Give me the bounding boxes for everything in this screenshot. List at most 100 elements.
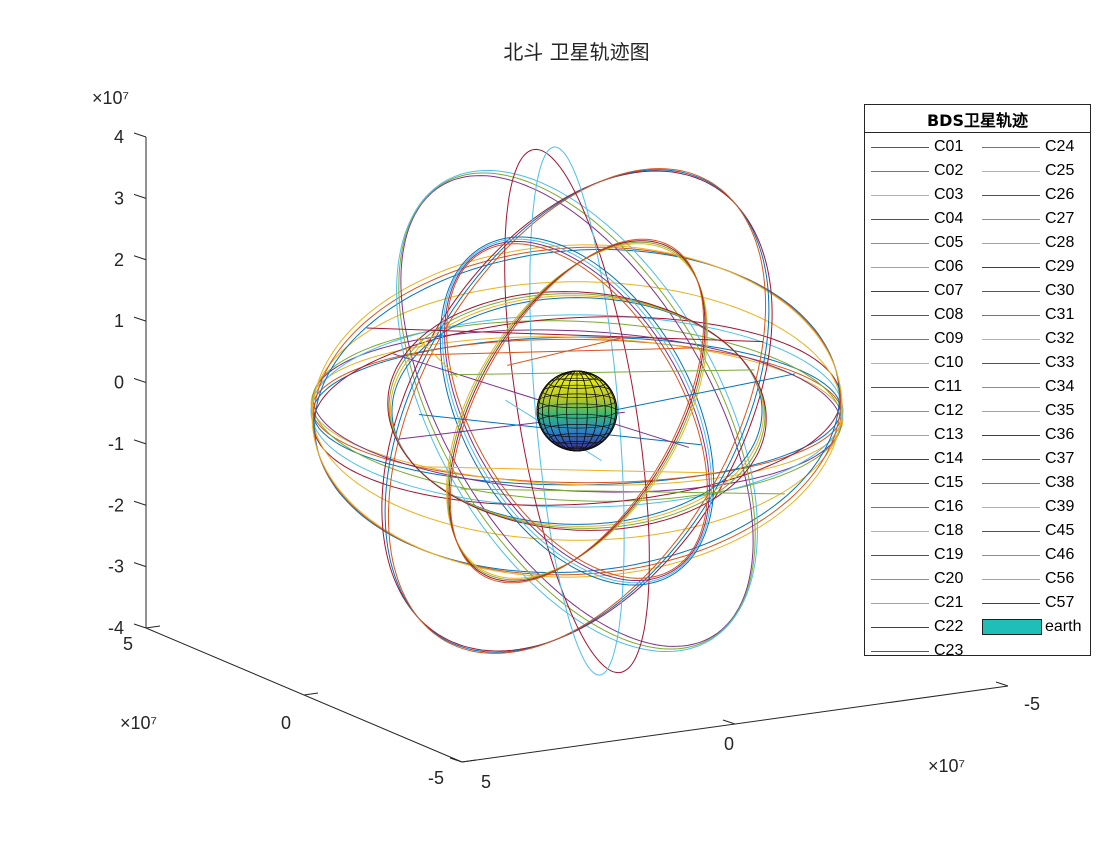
- orbits: [310, 146, 844, 676]
- y-tick-label: 5: [123, 634, 133, 654]
- orbit-meo: [388, 293, 766, 529]
- orbit-igso: [400, 175, 754, 647]
- orbit-meo: [444, 241, 710, 581]
- legend-item: C18: [865, 521, 977, 541]
- legend-swatch: [871, 507, 929, 508]
- orbit-igso: [396, 170, 758, 652]
- z-tick: [133, 255, 147, 261]
- legend-item: C25: [976, 161, 1088, 181]
- legend-swatch: [871, 651, 929, 652]
- x-tick-label: 0: [724, 734, 734, 754]
- y-axis-exponent: ×10⁷: [120, 713, 157, 733]
- legend-label: C26: [1045, 186, 1075, 203]
- legend-swatch: [982, 243, 1040, 244]
- legend-swatch: [871, 555, 929, 556]
- legend-item: C45: [976, 521, 1088, 541]
- legend-item: C09: [865, 329, 977, 349]
- legend-label: C21: [934, 594, 964, 611]
- z-axis-exponent: ×10⁷: [92, 88, 129, 108]
- earth-sphere: [536, 370, 618, 452]
- legend-title: BDS卫星轨迹: [926, 111, 1028, 130]
- legend-label: C31: [1045, 306, 1075, 323]
- z-tick-label: 4: [114, 127, 124, 147]
- legend-label: C08: [934, 306, 964, 323]
- z-tick-label: 2: [114, 250, 124, 270]
- legend-label: C35: [1045, 402, 1075, 419]
- legend-label: C57: [1045, 594, 1075, 611]
- orbit-segment: [460, 488, 785, 495]
- orbit-igso: [387, 168, 767, 654]
- legend-item: C57: [976, 593, 1088, 613]
- z-tick: [133, 500, 147, 506]
- legend-label: C22: [934, 618, 964, 635]
- legend-label: earth: [1045, 618, 1082, 635]
- legend-label: C12: [934, 402, 964, 419]
- legend-swatch: [871, 363, 929, 364]
- legend-swatch: [871, 291, 929, 292]
- legend-swatch: [871, 219, 929, 220]
- legend-swatch: [871, 411, 929, 412]
- z-tick-label: 3: [114, 188, 124, 208]
- legend-item: C29: [976, 257, 1088, 277]
- legend-swatch: [982, 291, 1040, 292]
- legend-label: C03: [934, 186, 964, 203]
- legend-item: C37: [976, 449, 1088, 469]
- legend-label: C11: [934, 378, 963, 395]
- legend-label: C39: [1045, 498, 1075, 515]
- legend-label: C30: [1045, 282, 1075, 299]
- legend-swatch: [982, 459, 1040, 460]
- legend-label: C29: [1045, 258, 1075, 275]
- legend-swatch: [982, 363, 1040, 364]
- legend-label: C36: [1045, 426, 1075, 443]
- legend-item: C34: [976, 377, 1088, 397]
- y-tick: [145, 625, 161, 629]
- legend-swatch: [871, 267, 929, 268]
- legend-swatch: [982, 195, 1040, 196]
- y-tick: [303, 692, 319, 696]
- legend-swatch: [982, 411, 1040, 412]
- legend-item: C23: [865, 641, 977, 661]
- legend-label: C02: [934, 162, 964, 179]
- legend-swatch: [871, 171, 929, 172]
- legend-item: C22: [865, 617, 977, 637]
- orbit-geo: [312, 316, 842, 506]
- legend-item: C15: [865, 473, 977, 493]
- orbit-meo: [441, 238, 713, 584]
- legend-swatch: [871, 579, 929, 580]
- legend-swatch: [982, 507, 1040, 508]
- legend-item: C06: [865, 257, 977, 277]
- orbit-igso: [311, 244, 843, 578]
- legend-swatch: [871, 627, 929, 628]
- legend-item: C02: [865, 161, 977, 181]
- z-tick: [133, 193, 147, 199]
- legend-swatch: [982, 579, 1040, 580]
- x-tick: [995, 681, 1009, 687]
- legend-label: C18: [934, 522, 964, 539]
- orbit-geo: [312, 329, 842, 493]
- orbit-geo: [310, 314, 844, 508]
- legend-item: C36: [976, 425, 1088, 445]
- legend-item: C21: [865, 593, 977, 613]
- y-tick-label: -5: [428, 768, 444, 788]
- legend-label: C15: [934, 474, 964, 491]
- legend-divider: [865, 132, 1090, 133]
- legend-item: C27: [976, 209, 1088, 229]
- legend-swatch: [871, 387, 929, 388]
- z-tick: [133, 562, 147, 568]
- legend-swatch: [871, 459, 929, 460]
- orbit-segment: [366, 327, 764, 343]
- z-tick: [133, 132, 147, 138]
- legend-swatch: [982, 619, 1042, 635]
- z-tick-label: -1: [108, 434, 124, 454]
- legend-label: C14: [934, 450, 964, 467]
- legend-swatch: [871, 339, 929, 340]
- legend-label: C25: [1045, 162, 1075, 179]
- legend-swatch: [982, 267, 1040, 268]
- legend-item: C26: [976, 185, 1088, 205]
- orbit-igso: [398, 172, 756, 650]
- legend-swatch: [982, 147, 1040, 148]
- legend-swatch: [871, 603, 929, 604]
- legend-swatch: [982, 603, 1040, 604]
- legend-swatch: [871, 243, 929, 244]
- legend-item: C08: [865, 305, 977, 325]
